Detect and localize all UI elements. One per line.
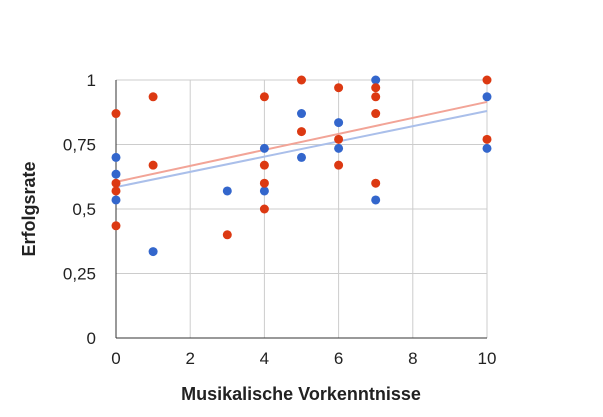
trendline [115, 109, 488, 189]
data-point [371, 83, 381, 93]
data-point [111, 195, 121, 205]
data-point [111, 178, 121, 188]
data-point [111, 152, 121, 162]
data-point [482, 134, 492, 144]
tick-labels: 0 2 4 6 8 10 0 0,25 0,5 0,75 1 [63, 71, 497, 368]
data-point [148, 247, 158, 257]
data-point [259, 186, 269, 196]
data-point [259, 160, 269, 170]
x-tick-label: 6 [334, 349, 343, 368]
data-points [111, 75, 492, 257]
data-point [111, 186, 121, 196]
data-point [334, 143, 344, 153]
y-tick-label: 0,25 [63, 265, 96, 284]
trendlines [115, 100, 488, 189]
trendline [115, 100, 488, 183]
data-point [148, 92, 158, 102]
data-point [111, 169, 121, 179]
data-point [334, 134, 344, 144]
y-axis-title: Erfolgsrate [19, 161, 39, 256]
y-tick-label: 0,75 [63, 136, 96, 155]
data-point [297, 75, 306, 85]
data-point [222, 186, 232, 196]
data-point [259, 143, 269, 153]
x-tick-label: 10 [478, 349, 497, 368]
data-point [148, 160, 158, 170]
data-point [297, 109, 306, 119]
data-point [334, 118, 344, 128]
data-point [259, 92, 269, 102]
data-point [222, 230, 232, 240]
data-point [371, 92, 381, 102]
data-point [297, 152, 306, 162]
data-point [482, 92, 492, 102]
y-tick-label: 1 [87, 71, 96, 90]
data-point [111, 109, 121, 119]
data-point [334, 160, 344, 170]
data-point [371, 75, 381, 85]
data-point [482, 75, 492, 85]
x-axis-title: Musikalische Vorkenntnisse [181, 384, 421, 404]
axes [115, 80, 487, 339]
data-point [297, 127, 306, 137]
data-point [482, 143, 492, 153]
y-tick-label: 0 [87, 329, 96, 348]
data-point [259, 178, 269, 188]
data-point [371, 178, 381, 188]
y-tick-label: 0,5 [72, 200, 96, 219]
data-point [334, 83, 344, 93]
data-point [371, 195, 381, 205]
data-point [259, 204, 269, 214]
x-tick-label: 0 [111, 349, 120, 368]
x-tick-label: 4 [260, 349, 269, 368]
data-point [111, 221, 121, 231]
x-tick-label: 2 [185, 349, 194, 368]
x-tick-label: 8 [408, 349, 417, 368]
data-point [371, 109, 381, 119]
